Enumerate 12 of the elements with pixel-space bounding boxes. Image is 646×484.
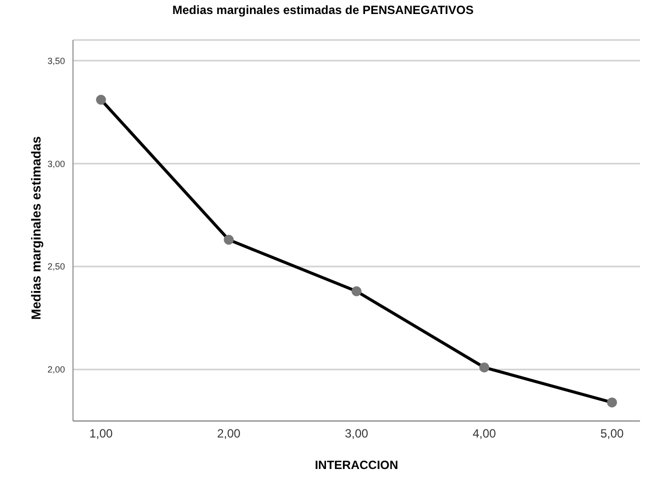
x-tick-label: 3,00 xyxy=(344,426,368,441)
y-axis-title: Medias marginales estimadas xyxy=(28,136,44,320)
x-tick-label: 1,00 xyxy=(89,426,113,441)
x-tick-label: 2,00 xyxy=(217,426,241,441)
chart-title: Medias marginales estimadas de PENSANEGATIVOS xyxy=(171,3,475,17)
y-tick-label: 2,00 xyxy=(47,364,65,375)
y-tick-label: 3,00 xyxy=(47,158,65,169)
y-tick-label: 3,50 xyxy=(47,56,65,66)
x-axis-title: INTERACCION xyxy=(314,458,400,472)
x-tick-label: 5,00 xyxy=(600,426,624,441)
x-tick-label: 4,00 xyxy=(472,426,496,441)
y-tick-label: 2,50 xyxy=(47,262,65,272)
